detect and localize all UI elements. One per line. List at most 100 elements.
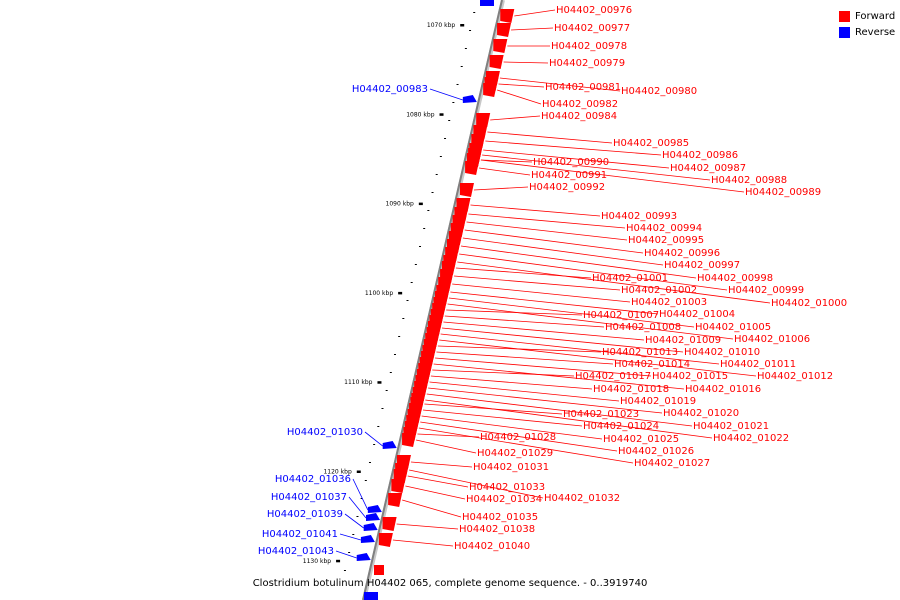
- gene-feature-forward: [459, 183, 474, 197]
- gene-connector: [339, 533, 362, 541]
- gene-label: H04402_00994: [626, 223, 702, 234]
- gene-feature-reverse: [462, 95, 477, 103]
- gene-label: H04402_01015: [652, 371, 728, 382]
- gene-label: H04402_01008: [605, 322, 681, 333]
- scale-minor-tick: [419, 246, 422, 247]
- gene-connector: [421, 415, 603, 440]
- gene-connector: [483, 149, 670, 169]
- gene-connector: [410, 461, 473, 468]
- scale-tick-label: 1110 kbp: [344, 379, 372, 386]
- scale-minor-tick: [385, 390, 388, 391]
- legend-reverse-label: Reverse: [855, 26, 896, 38]
- gene-label: H04402_01012: [757, 371, 833, 382]
- gene-label: H04402_01014: [614, 359, 690, 370]
- gene-label: H04402_00997: [664, 260, 740, 271]
- gene-feature-reverse: [365, 513, 380, 521]
- scale-minor-tick: [456, 84, 459, 85]
- gene-connector: [428, 387, 663, 414]
- gene-connector: [480, 159, 745, 193]
- gene-connector: [466, 221, 628, 241]
- gene-feature-reverse: [363, 523, 378, 531]
- gene-label: H04402_01002: [621, 285, 697, 296]
- gene-label: H04402_00995: [628, 235, 704, 246]
- gene-label: H04402_01027: [634, 458, 710, 469]
- gene-feature-reverse: [360, 535, 375, 543]
- gene-label: H04402_00988: [711, 175, 787, 186]
- gene-label: H04402_01018: [593, 384, 669, 395]
- scale-minor-tick: [448, 120, 451, 121]
- gene-label: H04402_01011: [720, 359, 796, 370]
- scale-tick-label: 1090 kbp: [386, 201, 414, 208]
- gene-connector: [479, 167, 531, 176]
- gene-connector: [462, 237, 664, 266]
- gene-connector: [415, 439, 477, 454]
- scale-tick-label: 1120 kbp: [323, 469, 351, 476]
- gene-connector: [503, 61, 549, 64]
- gene-label: H04402_01021: [693, 421, 769, 432]
- gene-connector: [424, 403, 563, 415]
- scale-tick-mark: [439, 113, 444, 116]
- gene-connector: [429, 381, 620, 402]
- scale-minor-tick: [343, 570, 346, 571]
- scale-minor-tick: [431, 192, 434, 193]
- gene-connector: [450, 291, 659, 315]
- edge-feature-forward-bottom: [374, 565, 384, 575]
- scale-tick-mark: [336, 559, 341, 563]
- gene-label: H04402_01028: [480, 432, 556, 443]
- scale-minor-tick: [352, 534, 355, 535]
- reverse-swatch-icon: [839, 26, 850, 38]
- gene-connector: [436, 351, 614, 365]
- gene-connector: [448, 297, 695, 328]
- gene-connector: [490, 115, 541, 121]
- gene-label: H04402_01006: [734, 334, 810, 345]
- scale-minor-tick: [360, 498, 363, 499]
- gene-connector: [480, 159, 533, 163]
- gene-feature-reverse: [356, 553, 371, 561]
- scale-minor-tick: [377, 426, 380, 427]
- gene-label: H04402_00976: [556, 5, 632, 16]
- gene-label: H04402_01040: [454, 541, 530, 552]
- gene-connector: [459, 253, 728, 291]
- gene-label: H04402_00987: [670, 163, 746, 174]
- gene-connector: [418, 427, 634, 464]
- scale-minor-tick: [427, 210, 430, 211]
- gene-feature-forward: [476, 113, 491, 127]
- scale-tick-mark: [398, 291, 403, 295]
- gene-connector: [482, 154, 711, 181]
- gene-label: H04402_01017: [575, 371, 651, 382]
- scale-tick-mark: [377, 381, 382, 384]
- gene-label: H04402_01026: [618, 446, 694, 457]
- caption: Clostridium botulinum H04402 065, comple…: [252, 578, 648, 589]
- scale-minor-tick: [402, 318, 405, 319]
- scale-minor-tick: [373, 444, 376, 445]
- scale-minor-tick: [356, 516, 359, 517]
- gene-feature-forward: [500, 9, 515, 23]
- gene-connector: [473, 186, 529, 191]
- gene-label: H04402_01029: [477, 448, 553, 459]
- gene-connector: [511, 27, 554, 31]
- gene-connector: [446, 309, 583, 316]
- scale-tick-mark: [460, 24, 465, 27]
- gene-label: H04402_01005: [695, 322, 771, 333]
- gene-connector: [344, 513, 364, 529]
- legend-reverse: Reverse: [839, 24, 895, 40]
- gene-label: H04402_00993: [601, 211, 677, 222]
- gene-connector: [352, 478, 369, 511]
- gene-connector: [425, 399, 713, 439]
- forward-swatch-icon: [839, 10, 850, 22]
- gene-feature-forward: [402, 433, 417, 447]
- gene-feature-forward: [489, 55, 504, 69]
- scale-minor-tick: [368, 462, 371, 463]
- scale-minor-tick: [393, 354, 396, 355]
- gene-feature-forward: [382, 517, 397, 531]
- gene-connector: [348, 496, 367, 519]
- gene-label: H04402_00984: [541, 111, 617, 122]
- legend-forward-label: Forward: [855, 10, 896, 22]
- gene-label: H04402_01031: [473, 462, 549, 473]
- gene-connector: [422, 409, 583, 427]
- scale-minor-tick: [410, 282, 413, 283]
- gene-connector: [426, 393, 693, 427]
- gene-label: H04402_00982: [542, 99, 618, 110]
- gene-connector: [497, 89, 542, 105]
- gene-label: H04402_00980: [621, 86, 697, 97]
